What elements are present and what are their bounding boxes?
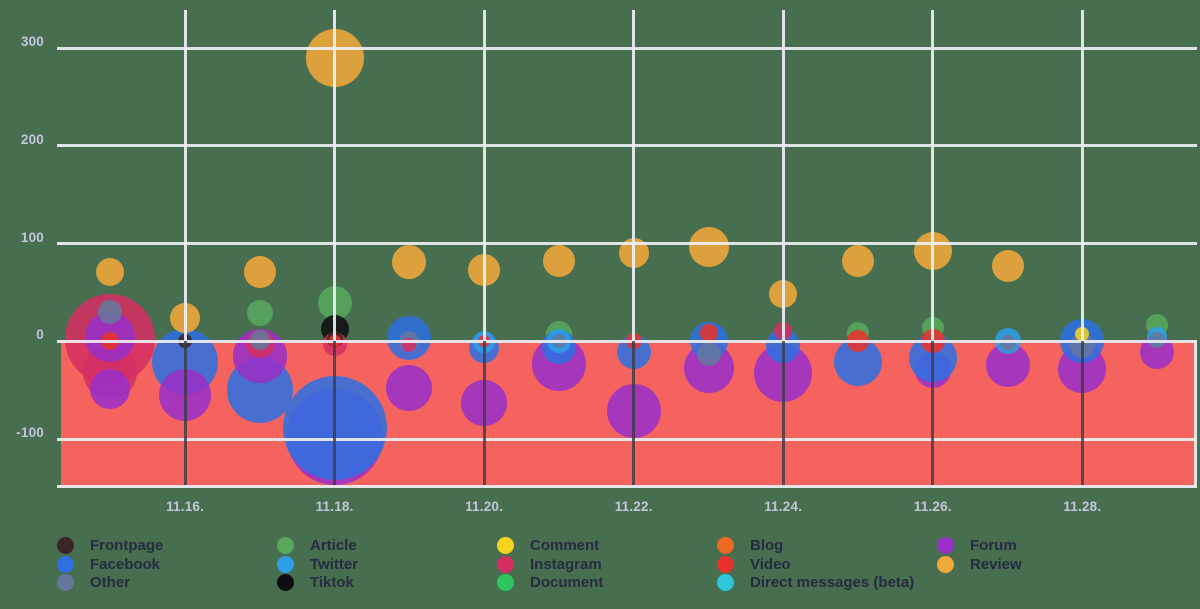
legend-label-frontpage: Frontpage	[90, 537, 164, 554]
bubble-forum[interactable]	[90, 369, 131, 410]
legend-label-blog: Blog	[750, 537, 784, 554]
legend-dot-blog	[717, 537, 734, 554]
legend-item-facebook[interactable]: Facebook	[57, 555, 160, 573]
bubble-review[interactable]	[991, 250, 1024, 282]
legend-dot-instagram	[497, 555, 514, 573]
bubble-review[interactable]	[688, 226, 729, 267]
legend-label-twitter: Twitter	[310, 555, 359, 573]
y-axis-tick-label: -100	[16, 425, 44, 441]
x-axis-tick-label: 11.26.	[913, 499, 952, 514]
legend-item-review[interactable]: Review	[937, 555, 1022, 573]
legend-item-blog[interactable]: Blog	[717, 537, 783, 555]
legend-item-video[interactable]: Video	[717, 555, 791, 573]
legend-dot-twitter	[277, 555, 294, 573]
bubble-review[interactable]	[842, 245, 874, 278]
legend-label-instagram: Instagram	[530, 555, 602, 573]
legend-item-article[interactable]: Article	[277, 537, 357, 555]
legend-item-other[interactable]: Other	[57, 574, 130, 592]
x-axis-tick-label: 11.16.	[166, 499, 205, 514]
legend-label-review: Review	[970, 555, 1022, 573]
legend-dot-frontpage	[57, 537, 74, 554]
legend-item-comment[interactable]: Comment	[497, 537, 599, 555]
legend-item-tiktok[interactable]: Tiktok	[277, 574, 354, 592]
legend-dot-forum	[937, 537, 954, 554]
y-axis-tick-label: 0	[36, 327, 44, 343]
bubble-review[interactable]	[542, 245, 575, 278]
legend-label-tiktok: Tiktok	[310, 574, 354, 592]
bubble-other[interactable]	[98, 300, 123, 324]
legend-label-other: Other	[90, 574, 131, 592]
bubble-article[interactable]	[246, 300, 273, 326]
legend-dot-review	[937, 555, 954, 573]
legend-label-direct_messages: Direct messages (beta)	[750, 574, 915, 592]
legend-label-comment: Comment	[530, 537, 600, 554]
x-axis-tick-label: 11.28.	[1063, 499, 1102, 514]
legend-dot-document	[497, 574, 514, 592]
bubble-review[interactable]	[243, 255, 276, 288]
legend-item-direct_messages[interactable]: Direct messages (beta)	[717, 574, 914, 592]
x-axis-tick-label: 11.18.	[315, 499, 354, 514]
bubble-review[interactable]	[96, 257, 125, 286]
legend-dot-video	[717, 555, 734, 573]
bubble-other[interactable]	[696, 342, 721, 366]
x-axis-tick-label: 11.20.	[465, 499, 504, 514]
legend-dot-comment	[497, 537, 514, 554]
y-axis-tick-label: 200	[20, 131, 44, 147]
legend-item-frontpage[interactable]: Frontpage	[57, 537, 163, 555]
legend-item-document[interactable]: Document	[497, 574, 603, 592]
y-axis-tick-label: 300	[20, 34, 44, 50]
legend-item-forum[interactable]: Forum	[937, 537, 1017, 555]
bubble-review[interactable]	[392, 245, 427, 280]
legend-label-video: Video	[750, 555, 791, 573]
bubble-forum[interactable]	[386, 365, 433, 412]
legend-label-document: Document	[530, 574, 604, 592]
legend-dot-facebook	[57, 555, 74, 573]
legend-dot-direct_messages	[717, 574, 734, 592]
legend-label-facebook: Facebook	[90, 555, 161, 573]
x-axis-tick-label: 11.24.	[764, 499, 803, 514]
bubble-other[interactable]	[999, 335, 1016, 352]
legend-dot-tiktok	[277, 574, 294, 592]
legend-item-instagram[interactable]: Instagram	[497, 555, 602, 573]
y-axis-tick-label: 100	[20, 229, 44, 245]
legend-dot-other	[57, 574, 74, 592]
legend-label-forum: Forum	[970, 537, 1017, 554]
x-axis-tick-label: 11.22.	[614, 499, 653, 514]
bubble-video[interactable]	[699, 323, 718, 342]
legend-dot-article	[277, 537, 294, 554]
legend-label-article: Article	[310, 537, 357, 554]
legend-item-twitter[interactable]: Twitter	[277, 555, 358, 573]
